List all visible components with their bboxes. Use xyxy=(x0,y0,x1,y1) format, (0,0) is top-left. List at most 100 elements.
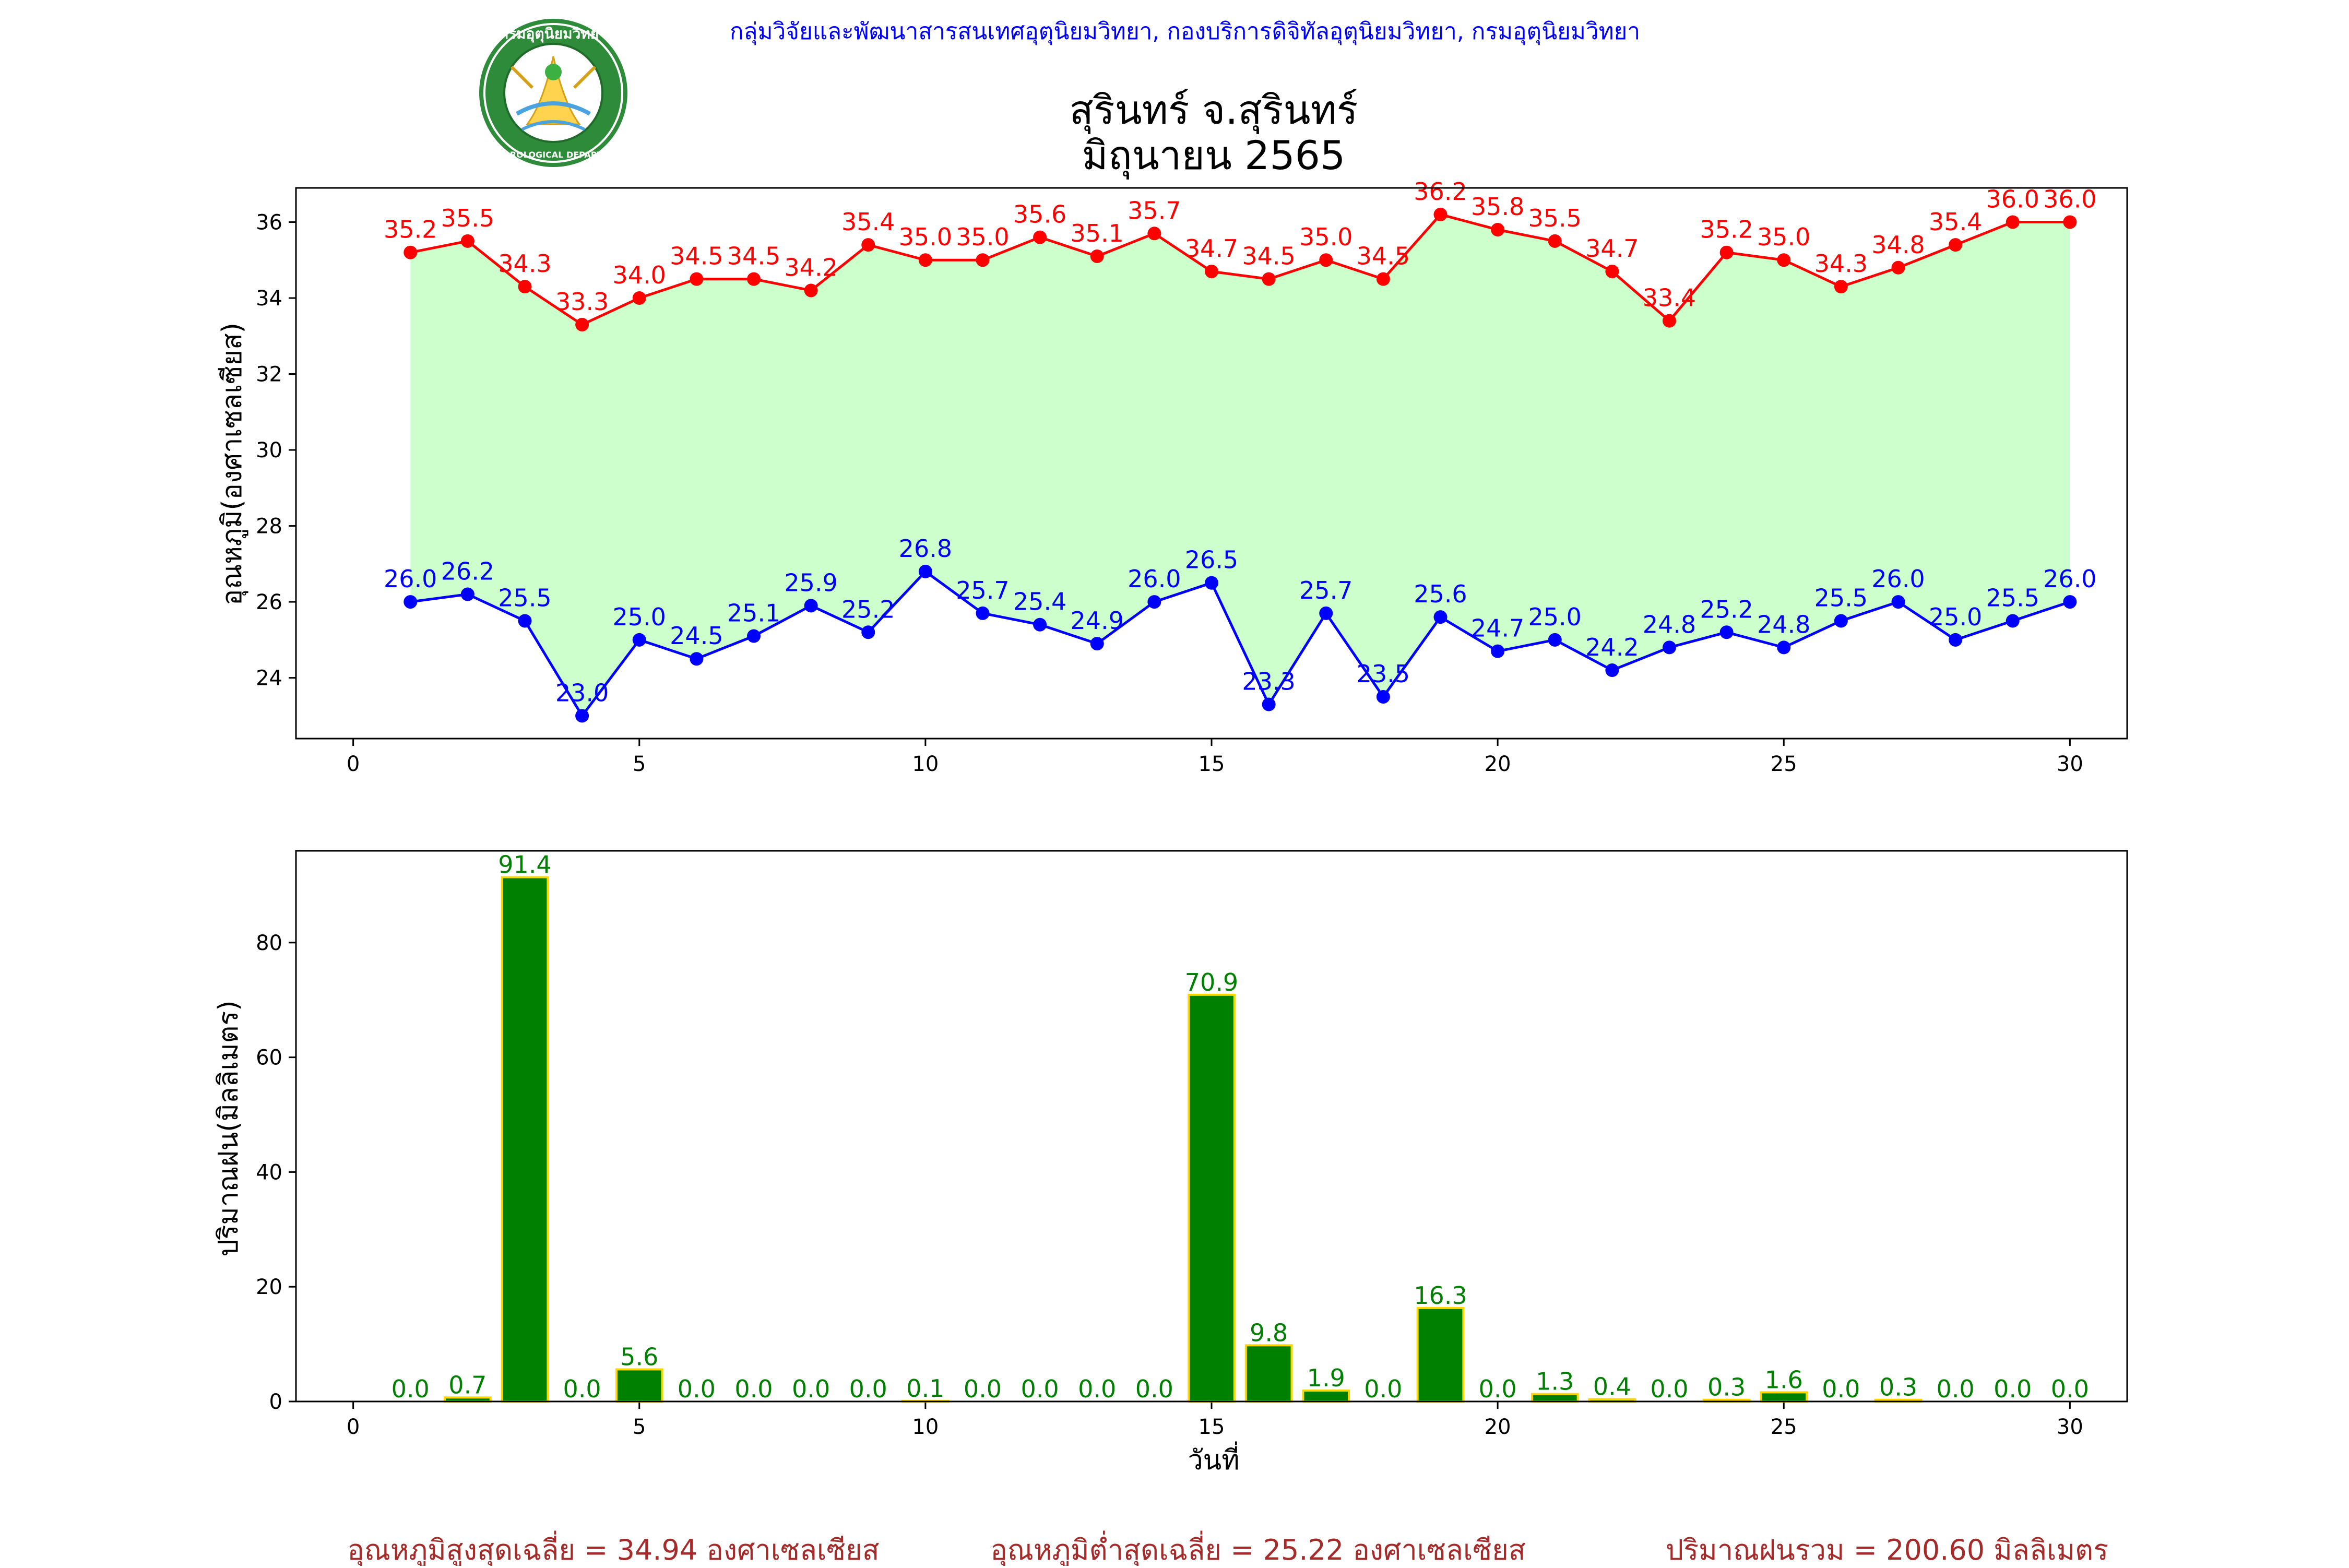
max-temperature-point xyxy=(804,283,818,298)
temperature-range-fill xyxy=(410,214,2070,716)
temperature-x-tick-label: 0 xyxy=(347,752,360,776)
max-temperature-data-label: 36.2 xyxy=(1414,177,1467,206)
max-temperature-point xyxy=(632,291,646,305)
temperature-y-tick-label: 36 xyxy=(256,210,282,234)
max-temperature-data-label: 35.6 xyxy=(1013,200,1066,229)
max-temperature-point xyxy=(575,317,589,331)
rainfall-data-label: 0.0 xyxy=(1078,1375,1116,1403)
max-temperature-point xyxy=(1090,249,1104,263)
min-temperature-data-label: 24.7 xyxy=(1471,614,1524,643)
rainfall-data-label: 0.0 xyxy=(734,1375,773,1403)
max-temperature-point xyxy=(976,253,990,267)
rainfall-x-tick-label: 15 xyxy=(1199,1415,1225,1439)
min-temperature-point xyxy=(575,709,589,723)
min-temperature-data-label: 24.9 xyxy=(1071,607,1124,635)
max-temperature-data-label: 35.0 xyxy=(1757,223,1810,251)
rainfall-data-label: 0.0 xyxy=(392,1375,430,1403)
temperature-x-tick-label: 15 xyxy=(1199,752,1225,776)
rainfall-bar xyxy=(1416,1306,1465,1403)
temperature-x-tick-label: 30 xyxy=(2057,752,2083,776)
max-temperature-point xyxy=(1719,245,1734,259)
temperature-y-tick-label: 30 xyxy=(256,438,282,462)
max-temperature-data-label: 34.8 xyxy=(1871,231,1925,259)
max-temperature-data-label: 34.5 xyxy=(670,242,723,270)
max-temperature-point xyxy=(1205,265,1218,279)
rainfall-data-label: 0.0 xyxy=(792,1375,830,1403)
temperature-y-tick-label: 24 xyxy=(256,667,282,691)
rainfall-bar xyxy=(1244,1344,1293,1403)
max-temperature-point xyxy=(1949,238,1963,252)
rainfall-data-label: 70.9 xyxy=(1185,968,1238,996)
rainfall-data-label: 0.3 xyxy=(1879,1373,1917,1401)
rainfall-x-tick-label: 20 xyxy=(1485,1415,1511,1439)
max-temperature-data-label: 34.2 xyxy=(784,253,837,281)
period-title: มิถุนายน 2565 xyxy=(1082,132,1346,180)
max-temperature-data-label: 35.0 xyxy=(1299,223,1353,251)
max-temperature-data-label: 35.2 xyxy=(384,216,437,244)
max-temperature-data-label: 34.5 xyxy=(1357,242,1410,270)
rainfall-data-label: 9.8 xyxy=(1250,1318,1288,1347)
rainfall-data-label: 0.0 xyxy=(1822,1375,1860,1403)
rainfall-data-label: 0.0 xyxy=(2051,1375,2089,1403)
rainfall-data-label: 0.3 xyxy=(1707,1373,1746,1401)
min-temperature-data-label: 25.0 xyxy=(613,603,666,631)
min-temperature-data-label: 25.7 xyxy=(956,576,1009,604)
min-temperature-point xyxy=(690,652,704,666)
max-temperature-point xyxy=(518,280,532,294)
max-temperature-point xyxy=(1262,272,1276,286)
min-temperature-data-label: 25.7 xyxy=(1299,576,1353,604)
rainfall-y-tick-label: 20 xyxy=(256,1275,282,1299)
max-temperature-data-label: 34.7 xyxy=(1585,234,1639,263)
max-temperature-data-label: 34.5 xyxy=(727,242,780,270)
min-temperature-point xyxy=(1033,617,1047,632)
temperature-y-tick-label: 28 xyxy=(256,515,282,539)
rainfall-plot-frame xyxy=(295,850,2128,1403)
rainfall-data-label: 91.4 xyxy=(498,851,551,879)
min-temperature-point xyxy=(1949,633,1963,647)
min-temperature-data-label: 23.3 xyxy=(1242,668,1295,696)
max-temperature-data-label: 35.0 xyxy=(956,223,1009,251)
rainfall-data-label: 0.0 xyxy=(1994,1375,2032,1403)
rainfall-data-label: 0.4 xyxy=(1593,1373,1631,1401)
min-temperature-point xyxy=(2063,595,2077,609)
rainfall-data-label: 1.6 xyxy=(1765,1365,1803,1394)
max-temperature-point xyxy=(1376,272,1390,286)
rainfall-data-label: 5.6 xyxy=(620,1343,658,1371)
organization-header: กลุ่มวิจัยและพัฒนาสารสนเทศอุตุนิยมวิทยา,… xyxy=(730,18,1640,45)
rainfall-x-tick-label: 30 xyxy=(2057,1415,2083,1439)
min-temperature-line xyxy=(410,569,2071,718)
min-temperature-data-label: 26.2 xyxy=(441,557,494,586)
min-temperature-point xyxy=(2006,614,2020,628)
max-temperature-point xyxy=(1147,227,1161,241)
rainfall-data-label: 0.0 xyxy=(849,1375,887,1403)
temperature-y-tick-label: 32 xyxy=(256,363,282,387)
min-temperature-data-label: 26.0 xyxy=(2043,565,2096,593)
rainfall-data-label: 16.3 xyxy=(1414,1281,1467,1310)
max-temperature-data-label: 35.1 xyxy=(1071,219,1124,247)
max-temperature-point xyxy=(1491,223,1505,237)
logo-english-text: METEOROLOGICAL DEPARTMENT xyxy=(478,150,630,160)
max-temperature-point xyxy=(747,272,761,286)
min-temperature-point xyxy=(1433,610,1448,624)
max-temperature-data-label: 35.2 xyxy=(1700,216,1753,244)
min-temperature-data-label: 25.4 xyxy=(1013,588,1066,616)
min-temperature-data-label: 25.9 xyxy=(784,568,837,597)
max-temperature-data-label: 33.3 xyxy=(555,288,609,316)
rainfall-bar xyxy=(1302,1389,1350,1403)
max-temperature-point xyxy=(1033,230,1047,244)
temperature-x-tick-label: 25 xyxy=(1771,752,1797,776)
meteorological-department-logo: กรมอุตุนิยมวิทยา METEOROLOGICAL DEPARTME… xyxy=(478,19,630,167)
max-temperature-point xyxy=(1834,280,1848,294)
rainfall-data-label: 0.0 xyxy=(563,1375,601,1403)
min-temperature-point xyxy=(747,629,761,643)
rainfall-data-label: 0.7 xyxy=(448,1371,487,1399)
rainfall-bar xyxy=(501,876,549,1403)
temperature-x-tick-label: 10 xyxy=(912,752,939,776)
average-max-temperature: อุณหภูมิสูงสุดเฉลี่ย = 34.94 องศาเซลเซีย… xyxy=(347,1530,879,1566)
min-temperature-data-label: 25.0 xyxy=(1929,603,1982,631)
max-temperature-data-label: 35.5 xyxy=(441,204,494,232)
max-temperature-point xyxy=(1605,265,1619,279)
max-temperature-data-label: 34.3 xyxy=(1814,250,1868,278)
